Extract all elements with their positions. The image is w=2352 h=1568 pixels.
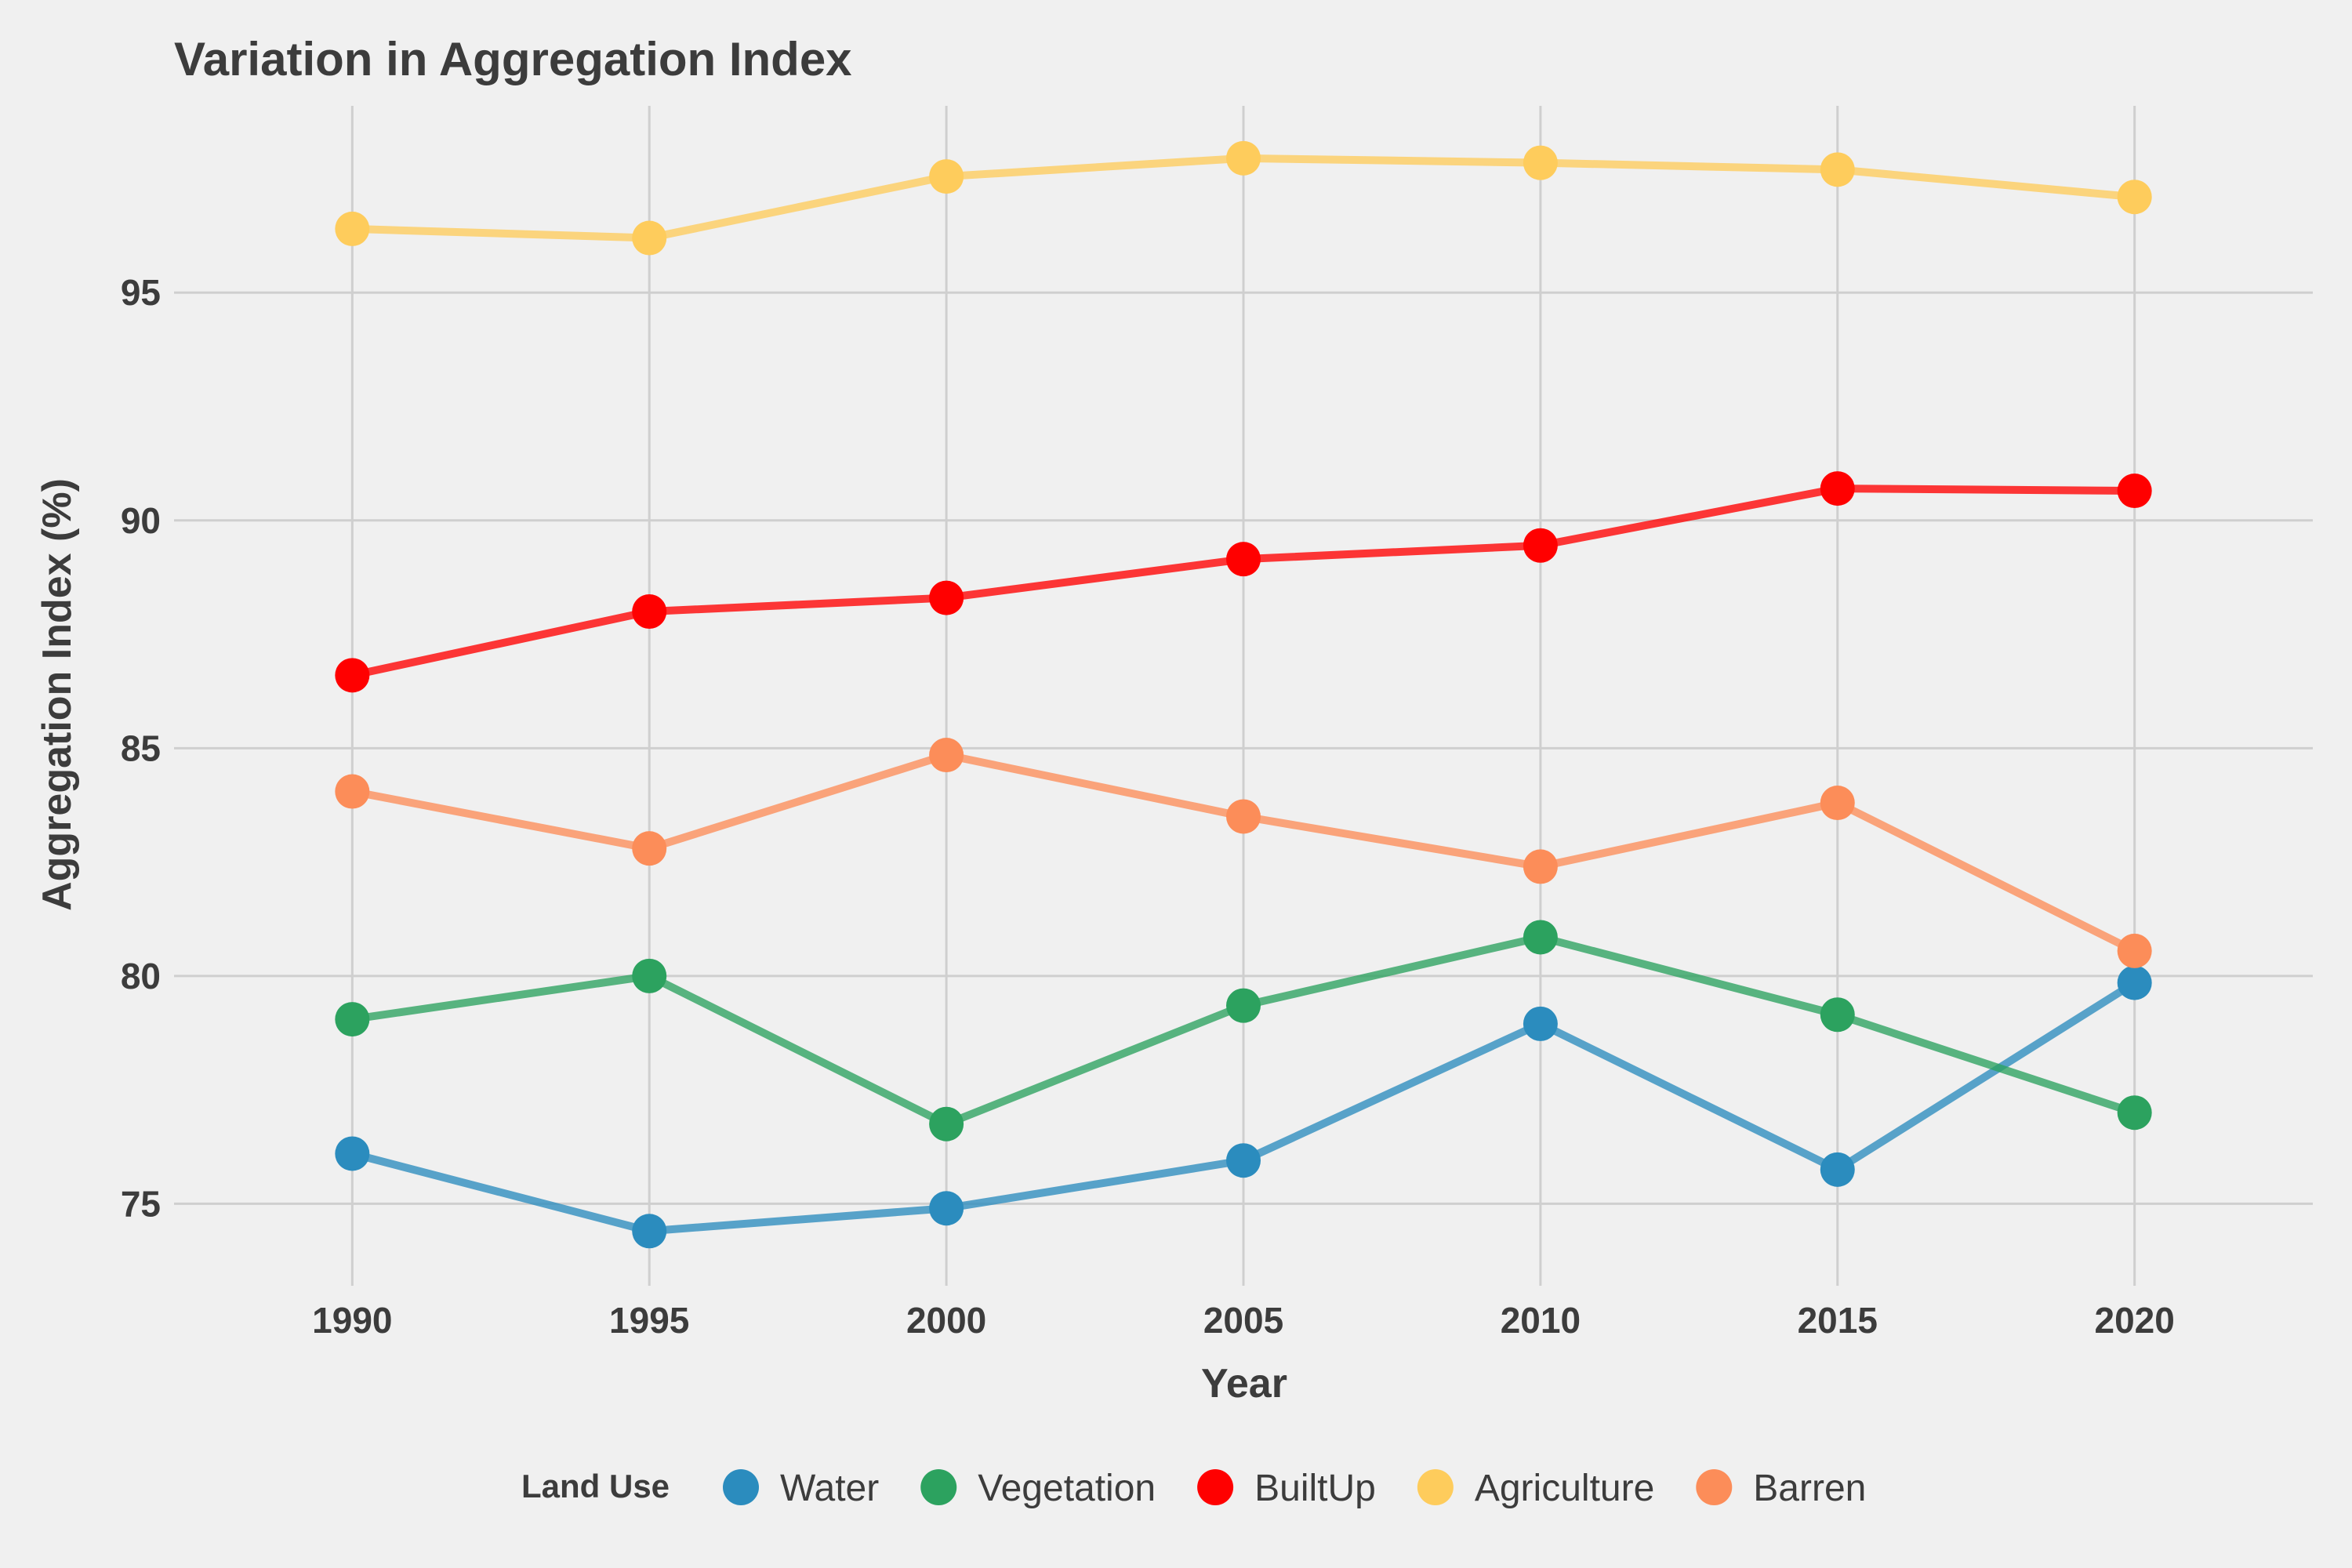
legend-marker-builtup: [1197, 1469, 1234, 1505]
x-tick-label: 1990: [312, 1300, 392, 1341]
x-tick-label: 2010: [1501, 1300, 1581, 1341]
data-point-builtup: [2117, 474, 2152, 509]
data-point-agriculture: [929, 159, 964, 194]
data-point-vegetation: [632, 958, 667, 993]
legend-label-barren: Barren: [1753, 1468, 1866, 1509]
legend-marker-water: [723, 1469, 759, 1505]
y-tick-label: 95: [121, 272, 161, 313]
data-point-vegetation: [2117, 1095, 2152, 1131]
data-point-builtup: [632, 594, 667, 629]
legend-marker-vegetation: [920, 1469, 957, 1505]
data-point-barren: [1226, 799, 1261, 834]
legend-marker-barren: [1696, 1469, 1733, 1505]
legend-label-water: Water: [780, 1468, 879, 1509]
x-tick-label: 2015: [1798, 1300, 1878, 1341]
legend-label-agriculture: Agriculture: [1475, 1468, 1654, 1509]
data-point-builtup: [1523, 528, 1558, 563]
data-point-agriculture: [1226, 140, 1261, 176]
data-point-agriculture: [1523, 145, 1558, 180]
data-point-builtup: [929, 580, 964, 615]
x-axis-title: Year: [1201, 1361, 1287, 1406]
y-tick-label: 80: [121, 956, 161, 996]
data-point-vegetation: [929, 1106, 964, 1142]
data-point-vegetation: [1226, 988, 1261, 1023]
data-point-builtup: [1820, 471, 1855, 506]
data-point-water: [335, 1136, 370, 1171]
data-point-agriculture: [2117, 180, 2152, 215]
y-tick-label: 90: [121, 500, 161, 541]
x-tick-labels: 1990 1995 2000 2005 2010 2015 2020: [312, 1300, 2175, 1341]
x-tick-label: 1995: [609, 1300, 689, 1341]
data-point-vegetation: [335, 1002, 370, 1037]
y-tick-labels: 75 80 85 90 95: [121, 272, 161, 1224]
y-tick-label: 85: [121, 728, 161, 768]
series-points: [335, 140, 2152, 1249]
data-point-water: [1820, 1152, 1855, 1187]
chart-title: Variation in Aggregation Index: [174, 33, 852, 85]
data-point-builtup: [335, 658, 370, 693]
data-point-builtup: [1226, 542, 1261, 577]
x-tick-label: 2005: [1203, 1300, 1283, 1341]
legend-title: Land Use: [521, 1468, 670, 1504]
data-point-water: [929, 1191, 964, 1226]
legend-marker-agriculture: [1417, 1469, 1454, 1505]
data-point-agriculture: [632, 220, 667, 256]
data-point-barren: [2117, 933, 2152, 968]
data-point-water: [632, 1214, 667, 1249]
legend-label-builtup: BuiltUp: [1254, 1468, 1376, 1509]
x-gridlines: [350, 106, 2136, 1286]
data-point-vegetation: [1820, 997, 1855, 1033]
data-point-barren: [929, 738, 964, 773]
data-point-water: [1226, 1143, 1261, 1178]
y-axis-title: Aggregation Index (%): [34, 478, 80, 911]
data-point-vegetation: [1523, 920, 1558, 955]
x-tick-label: 2020: [2094, 1300, 2174, 1341]
data-point-agriculture: [335, 211, 370, 246]
data-point-agriculture: [1820, 152, 1855, 187]
data-point-water: [1523, 1006, 1558, 1041]
data-point-barren: [1523, 849, 1558, 884]
data-point-barren: [632, 831, 667, 866]
legend-label-vegetation: Vegetation: [978, 1468, 1156, 1509]
data-point-barren: [335, 774, 370, 809]
x-tick-label: 2000: [906, 1300, 986, 1341]
data-point-water: [2117, 965, 2152, 1000]
y-tick-label: 75: [121, 1183, 161, 1224]
data-point-barren: [1820, 786, 1855, 821]
legend: Land Use Water Vegetation BuiltUp Agricultu…: [521, 1468, 1866, 1509]
